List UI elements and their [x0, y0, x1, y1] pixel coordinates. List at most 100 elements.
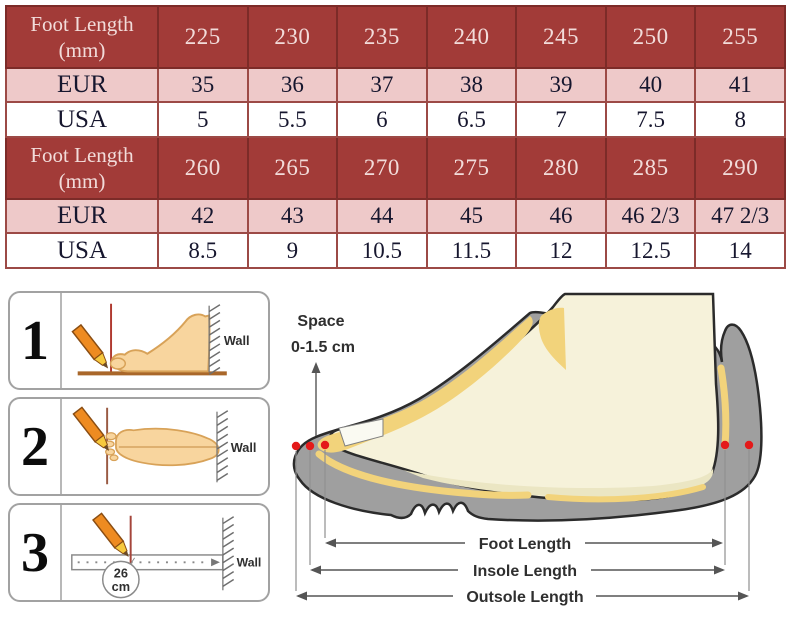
step-number: 3: [10, 505, 62, 600]
table-row-usa-2: USA 8.5 9 10.5 11.5 12 12.5 14: [5, 232, 786, 269]
usa-size: 5: [157, 101, 249, 138]
usa-row-label: USA: [5, 101, 159, 138]
insole-collar-lining: [538, 307, 566, 370]
eur-size: 46 2/3: [604, 198, 697, 234]
eur-size: 39: [515, 67, 607, 103]
mm-value: 255: [694, 5, 786, 69]
eur-size: 43: [246, 198, 339, 234]
pencil-icon: [72, 406, 110, 451]
measure-step-2: 2 Wall: [8, 397, 270, 496]
mm-value: 280: [515, 136, 607, 200]
foot-length-header-cell: Foot Length (mm): [5, 136, 159, 200]
usa-size: 12: [515, 232, 607, 269]
mm-value: 245: [515, 5, 607, 69]
size-chart-table: Foot Length (mm) 225 230 235 240 245 250…: [5, 5, 786, 269]
toe-space-gap: [338, 418, 384, 447]
usa-size: 11.5: [425, 232, 518, 269]
eur-size: 40: [604, 67, 697, 103]
step1-illustration: Wall: [71, 303, 250, 376]
eur-size: 37: [336, 67, 428, 103]
usa-size: 10.5: [336, 232, 428, 269]
wall-hatch: [222, 516, 235, 587]
eur-size: 44: [336, 198, 428, 234]
eur-size: 41: [694, 67, 786, 103]
insole-length-label: Insole Length: [473, 563, 577, 580]
eur-size: 46: [515, 198, 607, 234]
pencil-icon: [71, 323, 109, 369]
eur-size: 45: [425, 198, 518, 234]
guide-lines: [295, 450, 750, 591]
mm-value: 275: [425, 136, 518, 200]
measurement-arrows: [298, 542, 747, 597]
insole-vamp-lining: [317, 316, 533, 453]
pencil-icon: [92, 512, 129, 557]
usa-row-label: USA: [5, 232, 159, 269]
wall-label: Wall: [231, 440, 257, 455]
ruler-arrow: [211, 558, 220, 567]
insole-front: [315, 450, 532, 499]
space-value: 0-1.5 cm: [291, 339, 355, 356]
arrowheads: [296, 538, 749, 601]
measurement-callout-circle: [101, 560, 140, 599]
measure-step-1: 1 Wall: [8, 291, 270, 390]
usa-size: 8: [694, 101, 786, 138]
mm-value: 265: [246, 136, 339, 200]
usa-size: 8.5: [157, 232, 249, 269]
measure-step-3: 3 26 cm Wall: [8, 503, 270, 602]
wall-label: Wall: [224, 333, 250, 348]
foot-side-view: [111, 313, 211, 373]
usa-size: 9: [246, 232, 339, 269]
wall-hatch: [208, 304, 221, 375]
toe: [109, 454, 119, 462]
mm-value: 225: [157, 5, 249, 69]
measurement-dots: [291, 440, 754, 451]
foot-length-unit: (mm): [58, 169, 106, 193]
wall-label: Wall: [237, 556, 262, 570]
mm-value: 290: [694, 136, 786, 200]
shoe-cross-section-diagram: Space 0-1.5 cm Foot Length Insole Length: [291, 292, 763, 606]
usa-size: 5.5: [246, 101, 339, 138]
table-row-usa-1: USA 5 5.5 6 6.5 7 7.5 8: [5, 101, 786, 138]
step3-illustration: 26 cm Wall: [71, 512, 262, 599]
step-number: 2: [10, 399, 62, 494]
table-row-mm-2: Foot Length (mm) 260 265 270 275 280 285…: [5, 136, 786, 200]
mm-value: 260: [157, 136, 249, 200]
eur-row-label: EUR: [5, 67, 159, 103]
foot-shading: [403, 468, 714, 498]
eur-size: 38: [425, 67, 518, 103]
mm-value: 270: [336, 136, 428, 200]
mm-value: 285: [604, 136, 697, 200]
toe: [105, 448, 116, 456]
ruler-unit: cm: [112, 579, 130, 594]
usa-size: 6.5: [425, 101, 518, 138]
usa-size: 6: [336, 101, 428, 138]
eur-row-label: EUR: [5, 198, 159, 234]
mm-value: 240: [425, 5, 518, 69]
toe: [105, 432, 117, 441]
step2-illustration: Wall: [72, 406, 257, 485]
insole-midsole: [545, 484, 706, 503]
eur-size: 42: [157, 198, 249, 234]
foot-length-label: Foot Length: [479, 536, 571, 553]
usa-size: 7.5: [604, 101, 697, 138]
mm-value: 235: [336, 5, 428, 69]
usa-size: 14: [694, 232, 786, 269]
table-row-mm-1: Foot Length (mm) 225 230 235 240 245 250…: [5, 5, 786, 69]
usa-size: 12.5: [604, 232, 697, 269]
foot-length-header-cell: Foot Length (mm): [5, 5, 159, 69]
space-arrowhead: [311, 362, 321, 373]
eur-size: 36: [246, 67, 339, 103]
eur-size: 47 2/3: [694, 198, 786, 234]
table-row-eur-1: EUR 35 36 37 38 39 40 41: [5, 67, 786, 103]
mm-value: 250: [604, 5, 697, 69]
step-number: 1: [10, 293, 62, 388]
foot-length-label: Foot Length: [30, 142, 134, 167]
insole-heel-lining: [717, 364, 730, 450]
big-toe: [109, 357, 127, 370]
outsole-length-label: Outsole Length: [466, 589, 583, 606]
usa-size: 7: [515, 101, 607, 138]
table-row-eur-2: EUR 42 43 44 45 46 46 2/3 47 2/3: [5, 198, 786, 234]
wall-hatch: [216, 410, 229, 481]
space-label: Space: [297, 313, 344, 330]
eur-size: 35: [157, 67, 249, 103]
